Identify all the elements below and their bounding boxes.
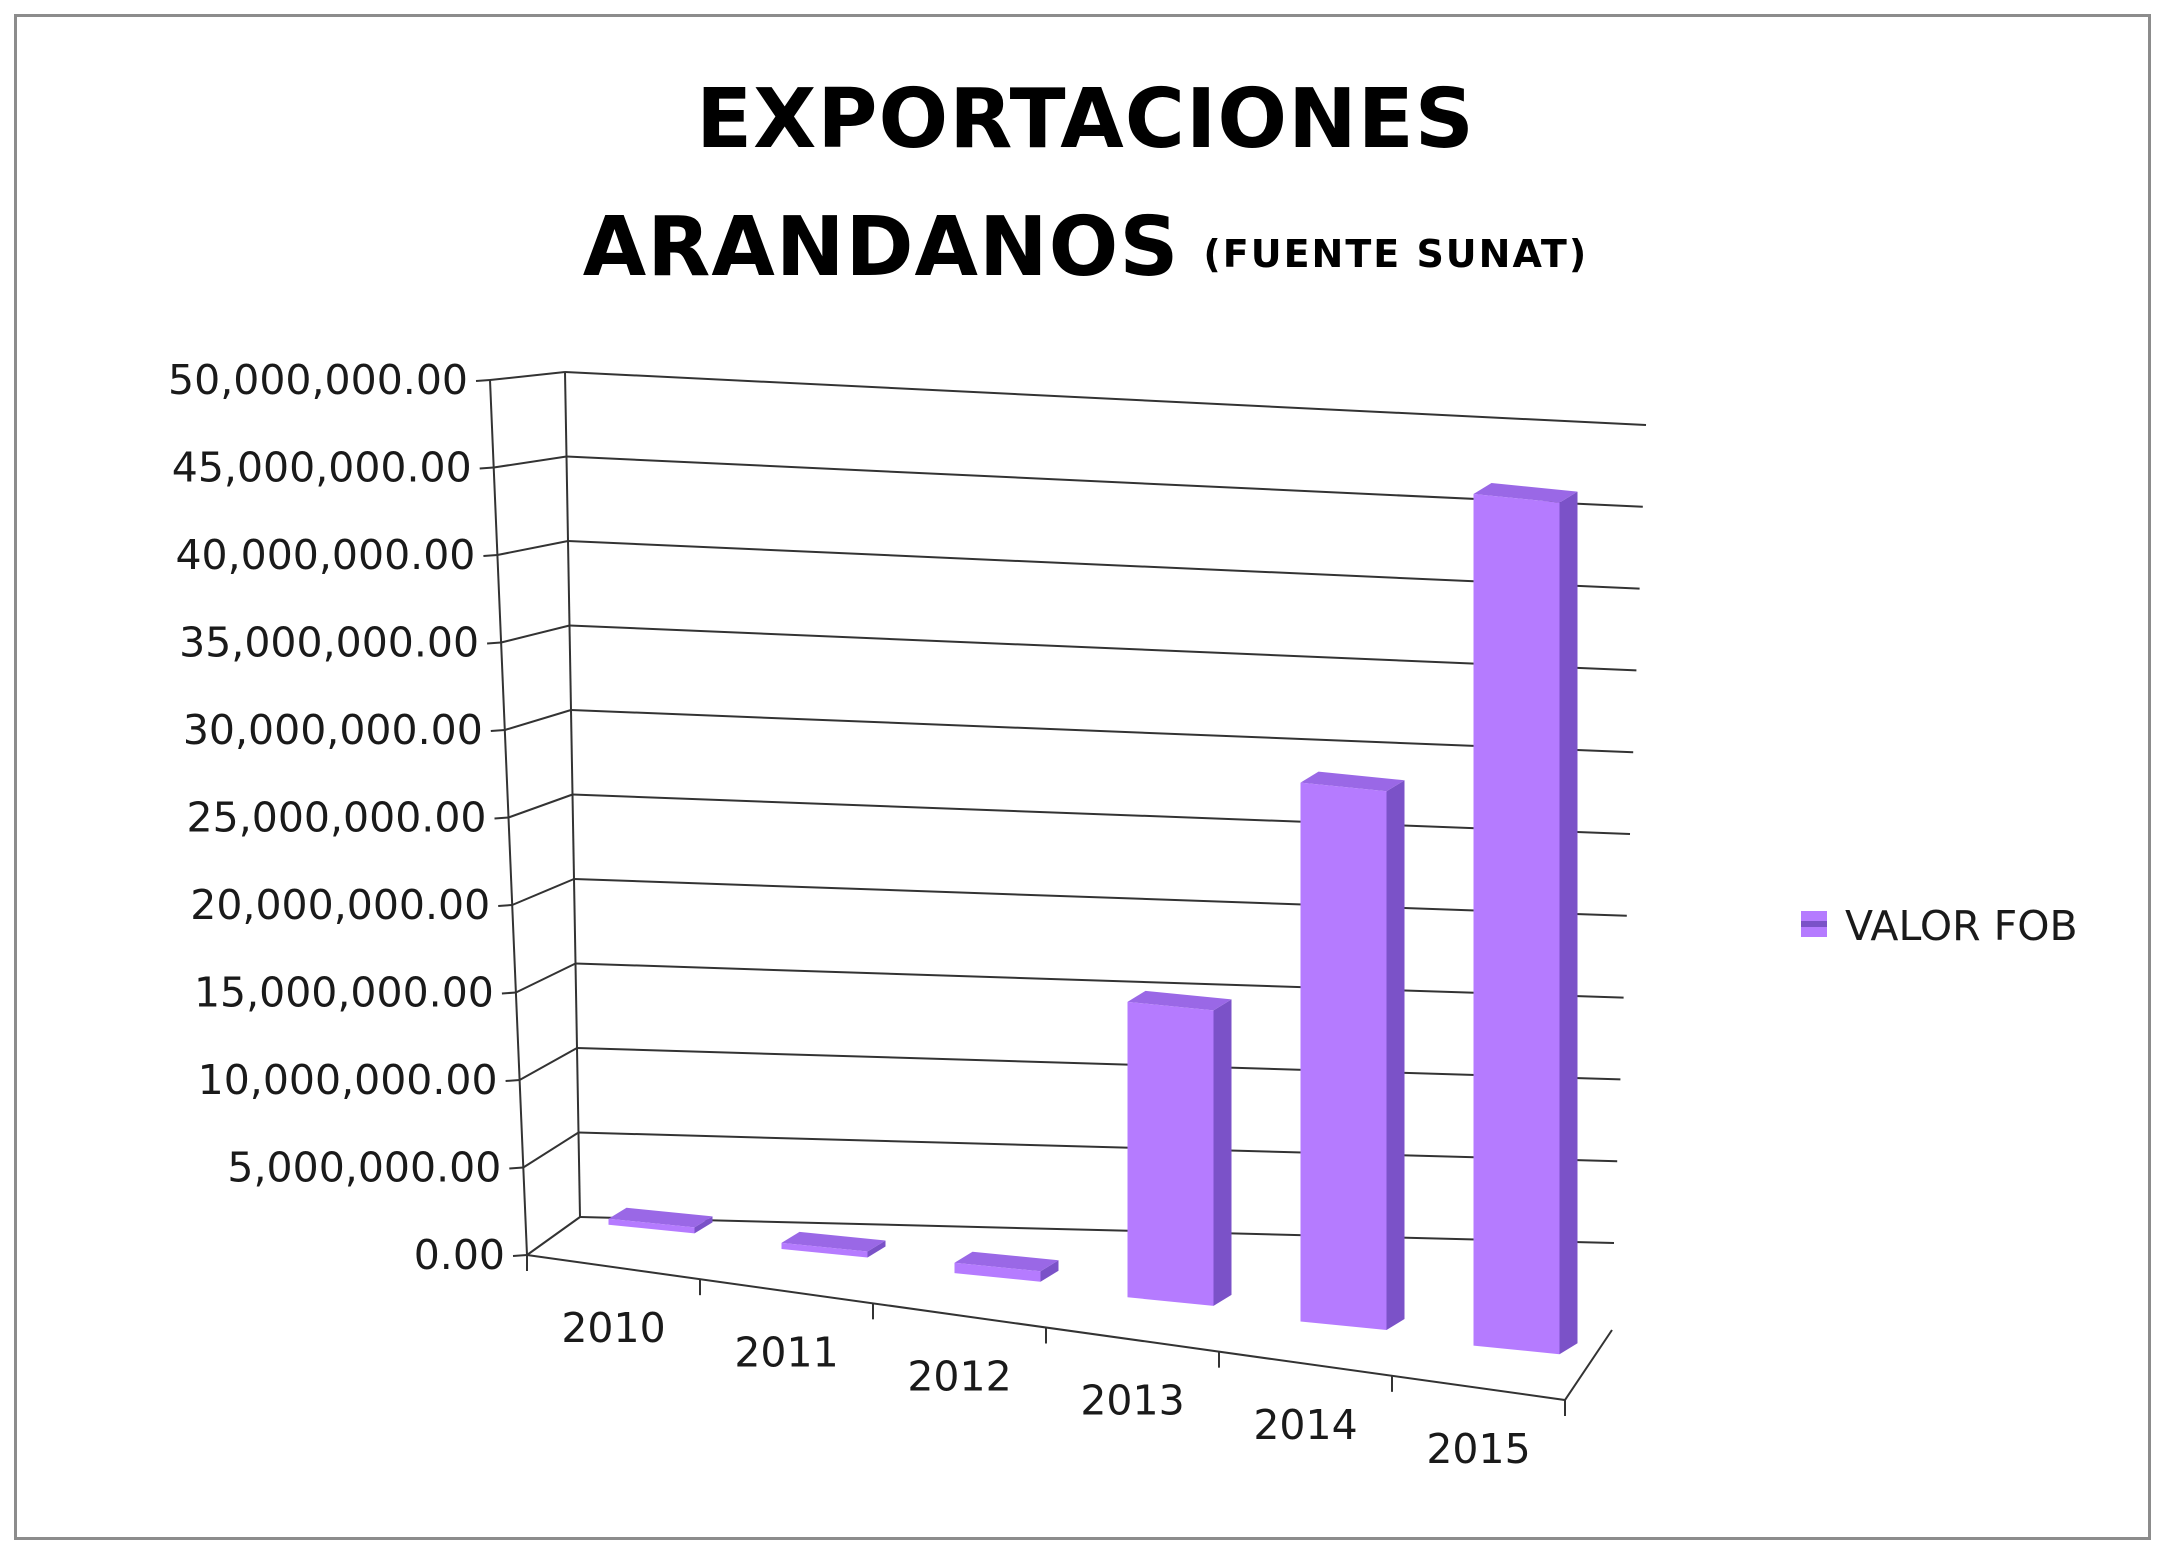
side-gridline	[515, 962, 576, 994]
bar-side	[1386, 780, 1405, 1331]
bar-front	[954, 1262, 1041, 1282]
x-tick-label: 2014	[1253, 1401, 1357, 1449]
side-gridline	[522, 1131, 580, 1169]
bars-layer	[608, 482, 1578, 1355]
side-gridline	[519, 1047, 578, 1081]
y-axis-line	[489, 379, 528, 1256]
bar-side	[694, 1216, 713, 1234]
x-tick-label: 2011	[734, 1328, 838, 1376]
back-gridline	[572, 793, 1631, 835]
y-axis-ticks: 0.00 5,000,000.00 10,000,000.00 15,000,000.…	[168, 356, 505, 1279]
y-tick-mark	[512, 1254, 528, 1257]
y-tick-mark	[479, 466, 494, 470]
y-tick-mark	[475, 379, 491, 382]
y-tick-mark	[494, 816, 509, 820]
bar-front	[608, 1218, 695, 1234]
bar-2011	[781, 1231, 886, 1258]
legend-swatch-shade	[1801, 921, 1827, 927]
y-tick-label: 0.00	[414, 1231, 505, 1279]
bar-front	[1127, 1001, 1214, 1306]
y-tick-label: 45,000,000.00	[172, 444, 472, 492]
y-tick-mark	[498, 904, 513, 907]
bar-2015	[1473, 482, 1578, 1355]
grid-layer	[475, 371, 1647, 1416]
y-tick-mark	[483, 554, 498, 557]
y-tick-label: 25,000,000.00	[187, 794, 487, 842]
bar-2014	[1300, 771, 1405, 1331]
x-tick-label: 2015	[1426, 1425, 1530, 1473]
side-gridline	[497, 540, 569, 556]
y-tick-label: 30,000,000.00	[183, 706, 483, 754]
side-gridline	[504, 709, 572, 731]
x-axis-ticks: 2010 2011 2012 2013 2014 2015	[561, 1304, 1530, 1473]
y-tick-label: 5,000,000.00	[227, 1144, 501, 1192]
side-gridline	[493, 455, 567, 469]
y-tick-label: 35,000,000.00	[179, 619, 479, 667]
x-tick-label: 2010	[561, 1304, 665, 1352]
y-tick-mark	[490, 729, 505, 732]
bar-2012	[954, 1251, 1059, 1282]
bar-front	[781, 1242, 868, 1258]
y-tick-label: 10,000,000.00	[198, 1056, 498, 1104]
bar-side	[1040, 1260, 1059, 1282]
legend-label: VALOR FOB	[1845, 902, 2078, 950]
back-gridline	[578, 1131, 1618, 1163]
back-gridline	[566, 455, 1643, 508]
side-gridline	[526, 1216, 581, 1256]
bar-2013	[1127, 990, 1232, 1306]
y-tick-mark	[487, 641, 502, 645]
back-gridline	[579, 1216, 1615, 1244]
legend: VALOR FOB	[1801, 902, 2078, 950]
y-tick-label: 40,000,000.00	[175, 531, 475, 579]
x-tick-label: 2012	[907, 1352, 1011, 1400]
side-gridline	[511, 878, 575, 906]
y-tick-label: 50,000,000.00	[168, 356, 468, 404]
bar-top	[1300, 771, 1405, 792]
x-tick-label: 2013	[1080, 1377, 1184, 1425]
bar-top	[781, 1231, 886, 1252]
y-tick-label: 20,000,000.00	[190, 881, 490, 929]
chart-title-line1: EXPORTACIONES	[696, 72, 1475, 167]
back-gridline	[567, 540, 1640, 590]
bar-top	[1473, 482, 1578, 503]
y-tick-mark	[501, 991, 516, 995]
y-tick-mark	[505, 1079, 520, 1082]
bar-top	[954, 1251, 1059, 1272]
chart-frame	[14, 14, 2151, 1540]
back-corner-line	[564, 371, 581, 1218]
chart-title-main: ARANDANOS	[582, 200, 1180, 295]
side-gridline	[500, 624, 570, 644]
bar-top	[608, 1207, 713, 1228]
bar-2010	[608, 1207, 713, 1234]
back-gridline	[564, 371, 1647, 426]
bar-front	[1300, 782, 1387, 1331]
back-gridline	[575, 962, 1624, 999]
y-tick-mark	[509, 1166, 524, 1170]
side-gridline	[489, 371, 566, 381]
bar-side	[867, 1240, 886, 1258]
y-tick-label: 15,000,000.00	[194, 969, 494, 1017]
side-gridline	[508, 793, 573, 819]
floor-edge	[526, 1254, 1613, 1402]
bar-side	[1559, 491, 1578, 1355]
bar-side	[1213, 999, 1232, 1306]
bar-top	[1127, 990, 1232, 1011]
back-gridline	[573, 878, 1627, 917]
chart-title-line2: ARANDANOS (FUENTE SUNAT)	[0, 200, 2171, 295]
back-gridline	[570, 709, 1634, 754]
bar-front	[1473, 493, 1560, 1355]
back-gridline	[569, 624, 1637, 672]
back-gridline	[576, 1047, 1621, 1081]
chart-title-source: (FUENTE SUNAT)	[1203, 232, 1589, 276]
